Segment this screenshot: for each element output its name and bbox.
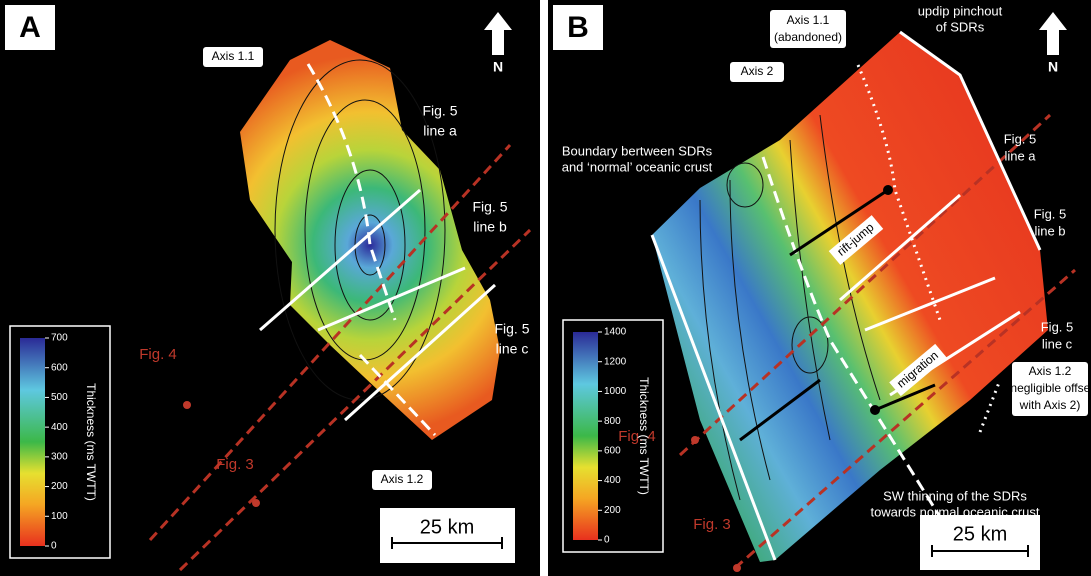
colorbar-tick-label: 400 <box>604 475 621 486</box>
panel-a: A N Axis 1.1 Axis 1.2 Fig. 5 line a Fig.… <box>0 0 540 576</box>
annotation: Fig. 5 <box>494 321 529 337</box>
annotation: (negligible offset <box>1006 381 1091 395</box>
annotation: of SDRs <box>936 19 985 34</box>
annotation: line c <box>496 341 529 357</box>
north-label: N <box>493 59 503 75</box>
colorbar-title: Thickness (ms TWTT) <box>84 383 98 501</box>
colorbar-tick-label: 700 <box>51 333 68 344</box>
colorbar-tick-label: 200 <box>51 481 68 492</box>
panel-b: B N Axis 1.1 (abandoned) updip pinchout … <box>548 0 1091 576</box>
marker <box>883 185 893 195</box>
colorbar-tick-label: 200 <box>604 505 621 516</box>
colorbar-tick-label: 0 <box>604 535 610 546</box>
colorbar-tick-label: 1200 <box>604 356 627 367</box>
annotation: Axis 1.2 <box>381 472 424 486</box>
annotation: SW thinning of the SDRs <box>883 488 1027 503</box>
marker <box>252 499 260 507</box>
marker <box>733 564 741 572</box>
annotation: Fig. 5 <box>1004 131 1037 146</box>
colorbar-tick-label: 800 <box>604 416 621 427</box>
colorbar-tick-label: 1000 <box>604 386 627 397</box>
colorbar-tick-label: 100 <box>51 511 68 522</box>
annotation: (abandoned) <box>774 30 842 44</box>
figure: A N Axis 1.1 Axis 1.2 Fig. 5 line a Fig.… <box>0 0 1091 576</box>
colorbar-tick-label: 500 <box>51 392 68 403</box>
annotation: Fig. 3 <box>693 516 731 533</box>
colorbar-tick-label: 300 <box>51 451 68 462</box>
annotation: line a <box>423 123 457 139</box>
annotation: Axis 2 <box>741 64 774 78</box>
colorbar-scale <box>573 332 598 540</box>
annotation: and ‘normal’ oceanic crust <box>562 159 713 174</box>
colorbar-tick-label: 0 <box>51 541 57 552</box>
panel-label: B <box>567 11 589 44</box>
annotation: line c <box>1042 336 1073 351</box>
annotation: Fig. 3 <box>216 456 254 473</box>
colorbar-tick-label: 1400 <box>604 327 627 338</box>
colorbar-title: Thickness (ms TWTT) <box>637 377 651 495</box>
panel-label: A <box>19 11 41 44</box>
annotation: updip pinchout <box>918 3 1003 18</box>
north-label: N <box>1048 59 1058 75</box>
marker <box>183 401 191 409</box>
annotation: Axis 1.1 <box>787 13 830 27</box>
colorbar-tick-label: 600 <box>604 445 621 456</box>
colorbar-tick-label: 400 <box>51 422 68 433</box>
annotation: Fig. 5 <box>1041 319 1074 334</box>
annotation: line b <box>473 219 507 235</box>
annotation: Axis 1.1 <box>212 49 255 63</box>
scale-label: 25 km <box>953 523 1007 545</box>
colorbar-scale <box>20 338 45 546</box>
marker <box>870 405 880 415</box>
annotation: Fig. 5 <box>422 103 457 119</box>
scale-label: 25 km <box>420 516 474 538</box>
annotation: with Axis 2) <box>1019 398 1081 412</box>
marker <box>691 436 699 444</box>
annotation: Fig. 4 <box>139 346 177 363</box>
annotation: line a <box>1004 148 1036 163</box>
annotation: Fig. 5 <box>1034 206 1067 221</box>
annotation: Axis 1.2 <box>1029 364 1072 378</box>
annotation: line b <box>1034 223 1065 238</box>
annotation: Boundary bertween SDRs <box>562 143 713 158</box>
annotation: Fig. 5 <box>472 199 507 215</box>
colorbar-tick-label: 600 <box>51 362 68 373</box>
